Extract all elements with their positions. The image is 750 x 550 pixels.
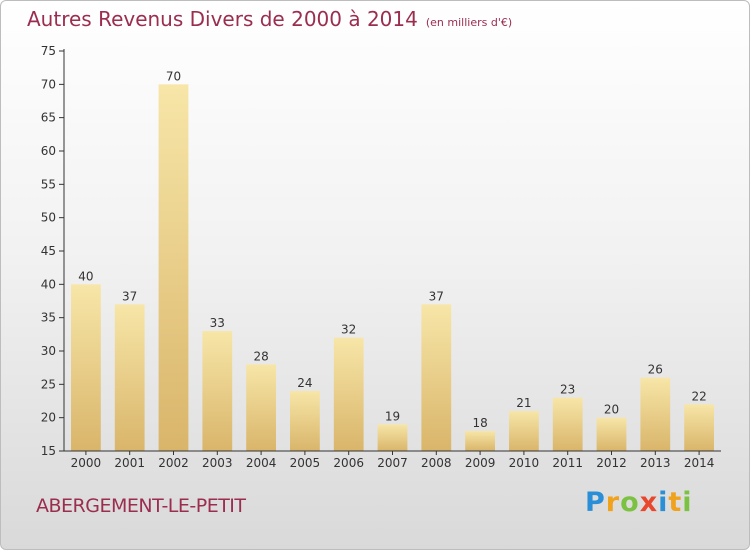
data-label-2012: 20 bbox=[604, 403, 619, 417]
y-tick-label: 45 bbox=[41, 244, 56, 258]
x-tick-label-2011: 2011 bbox=[552, 456, 583, 470]
logo-letter: t bbox=[668, 487, 683, 518]
proxiti-logo: Proxiti bbox=[585, 487, 693, 518]
y-axis: 15 20 25 30 35 40 45 50 55 60 65 70 75 bbox=[41, 44, 65, 458]
x-tick-label-2009: 2009 bbox=[465, 456, 496, 470]
x-tick-label-2001: 2001 bbox=[114, 456, 145, 470]
data-label-2009: 18 bbox=[472, 416, 487, 430]
x-tick-label-2010: 2010 bbox=[509, 456, 540, 470]
data-label-2006: 32 bbox=[341, 323, 356, 337]
y-tick-label: 75 bbox=[41, 44, 56, 58]
x-tick-label-2007: 2007 bbox=[377, 456, 408, 470]
bar-2007 bbox=[377, 424, 408, 451]
data-label-2002: 70 bbox=[166, 69, 181, 83]
y-tick-label: 40 bbox=[41, 277, 56, 291]
x-tick-label-2003: 2003 bbox=[202, 456, 233, 470]
y-tick-label: 65 bbox=[41, 111, 56, 125]
bars: 40 37 70 33 28 24 32 19 37 18 21 23 20 26 22 bbox=[71, 69, 714, 451]
bar-2014 bbox=[684, 404, 714, 451]
bar-2000 bbox=[71, 284, 101, 451]
y-tick-label: 60 bbox=[41, 144, 56, 158]
data-label-2010: 21 bbox=[516, 396, 531, 410]
place-name: ABERGEMENT-LE-PETIT bbox=[36, 495, 246, 517]
bar-2011 bbox=[552, 397, 583, 451]
bar-2012 bbox=[596, 417, 627, 451]
bar-2004 bbox=[246, 364, 276, 451]
logo-letter: P bbox=[585, 487, 606, 518]
logo-letter: i bbox=[658, 487, 669, 518]
chart-subtitle: (en milliers d'€) bbox=[425, 16, 513, 29]
data-label-2005: 24 bbox=[297, 376, 312, 390]
bar-2013 bbox=[640, 377, 671, 451]
chart-title: Autres Revenus Divers de 2000 à 2014 (en … bbox=[27, 7, 512, 31]
bar-2010 bbox=[509, 411, 539, 451]
data-label-2011: 23 bbox=[560, 383, 575, 397]
logo-letter: r bbox=[605, 487, 621, 518]
logo-letter: i bbox=[682, 487, 693, 518]
y-tick-label: 50 bbox=[41, 211, 56, 225]
y-tick-label: 55 bbox=[41, 177, 56, 191]
data-label-2001: 37 bbox=[122, 289, 137, 303]
x-tick-label-2014: 2014 bbox=[684, 456, 715, 470]
bar-2005 bbox=[290, 391, 320, 451]
y-tick-label: 20 bbox=[41, 411, 56, 425]
y-tick-label: 30 bbox=[41, 344, 56, 358]
logo-letter: o bbox=[620, 487, 640, 518]
data-label-2008: 37 bbox=[429, 289, 444, 303]
data-label-2014: 22 bbox=[691, 389, 706, 403]
x-axis: 2000 2001 2002 2003 2004 2005 2006 2007 2008 2009… bbox=[64, 450, 721, 470]
data-label-2003: 33 bbox=[210, 316, 225, 330]
data-label-2013: 26 bbox=[648, 363, 663, 377]
bar-2002 bbox=[158, 84, 189, 451]
x-tick-label-2013: 2013 bbox=[640, 456, 671, 470]
x-tick-label-2008: 2008 bbox=[421, 456, 452, 470]
x-tick-label-2004: 2004 bbox=[246, 456, 277, 470]
bar-2009 bbox=[465, 431, 495, 451]
x-tick-label-2006: 2006 bbox=[333, 456, 364, 470]
title-text: Autres Revenus Divers de 2000 à 2014 bbox=[27, 7, 418, 31]
data-label-2004: 28 bbox=[253, 349, 268, 363]
data-label-2007: 19 bbox=[385, 409, 400, 423]
x-tick-label-2005: 2005 bbox=[290, 456, 321, 470]
y-tick-label: 35 bbox=[41, 311, 56, 325]
logo-letter: x bbox=[639, 487, 659, 518]
data-label-2000: 40 bbox=[78, 269, 93, 283]
bar-2003 bbox=[202, 331, 233, 451]
bar-2008 bbox=[421, 304, 452, 451]
y-tick-label: 25 bbox=[41, 377, 56, 391]
bar-2001 bbox=[114, 304, 145, 451]
y-tick-label: 70 bbox=[41, 77, 56, 91]
y-tick-label: 15 bbox=[41, 444, 56, 458]
x-tick-label-2000: 2000 bbox=[71, 456, 102, 470]
x-tick-label-2012: 2012 bbox=[596, 456, 627, 470]
bar-2006 bbox=[333, 337, 364, 451]
x-tick-label-2002: 2002 bbox=[158, 456, 189, 470]
